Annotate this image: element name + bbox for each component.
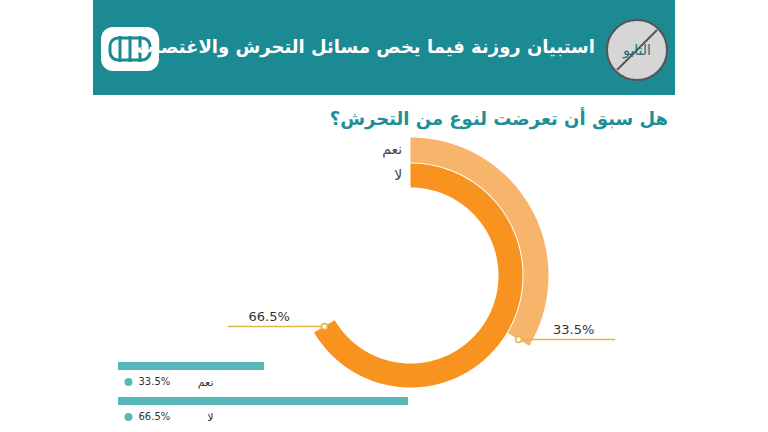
svg-text:66.5%: 66.5%: [139, 411, 171, 422]
svg-text:66.5%: 66.5%: [249, 309, 290, 324]
svg-text:لا: لا: [394, 167, 402, 183]
svg-text:33.5%: 33.5%: [139, 376, 171, 387]
svg-text:نعم: نعم: [198, 376, 214, 389]
svg-text:33.5%: 33.5%: [553, 322, 594, 337]
html-text:هل سبق أن تعرضت لنوع من التحرش: هل سبق أن تعرضت لنوع من التحرش؟: [329, 108, 668, 129]
svg-text:نعم: نعم: [382, 141, 402, 158]
svg-text:لا: لا: [207, 411, 213, 424]
svg-text:التابو: التابو: [622, 42, 651, 59]
html-text:استبيان روزنة فيما يخص مسائل ا: استبيان روزنة فيما يخص مسائل التحرش والا…: [136, 36, 595, 57]
